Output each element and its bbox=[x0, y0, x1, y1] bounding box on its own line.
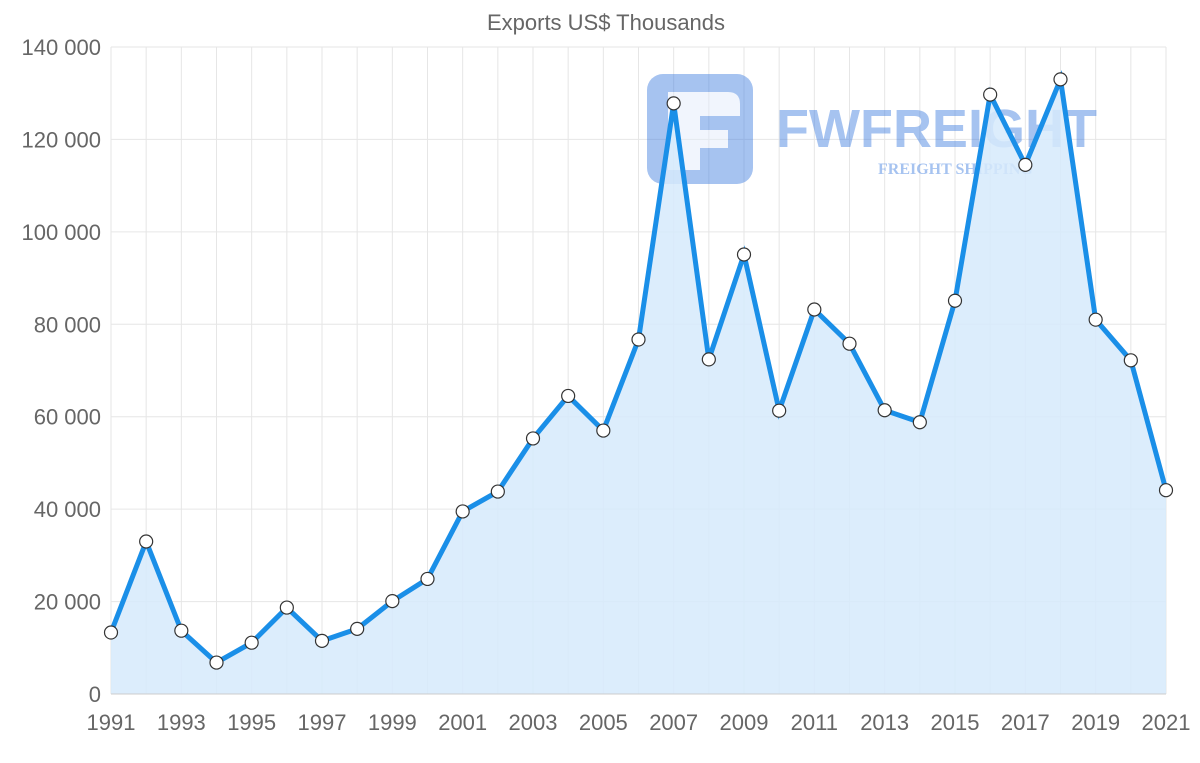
data-point[interactable] bbox=[174, 623, 189, 638]
data-point[interactable] bbox=[877, 403, 892, 418]
data-point[interactable] bbox=[1088, 312, 1103, 327]
x-tick-label: 1997 bbox=[298, 710, 347, 735]
data-point[interactable] bbox=[455, 504, 470, 519]
y-tick-label: 80 000 bbox=[34, 312, 101, 337]
data-point[interactable] bbox=[772, 403, 787, 418]
data-point[interactable] bbox=[279, 600, 294, 615]
x-tick-label: 1995 bbox=[227, 710, 276, 735]
x-tick-label: 2021 bbox=[1142, 710, 1191, 735]
data-point[interactable] bbox=[350, 621, 365, 636]
axis-layer: 0 20 000 40 000 60 000 80 000 100 000 120 000 1… bbox=[21, 35, 1190, 735]
data-point[interactable] bbox=[947, 293, 963, 308]
data-point[interactable] bbox=[1053, 72, 1068, 87]
x-tick-label: 2007 bbox=[649, 710, 698, 735]
data-point[interactable] bbox=[596, 423, 611, 438]
x-tick-label: 1993 bbox=[157, 710, 206, 735]
x-tick-label: 2005 bbox=[579, 710, 628, 735]
data-point[interactable] bbox=[244, 635, 259, 650]
x-tick-label: 2009 bbox=[720, 710, 769, 735]
y-tick-label: 100 000 bbox=[21, 220, 101, 245]
data-point[interactable] bbox=[314, 633, 330, 648]
data-point[interactable] bbox=[385, 594, 400, 609]
x-tick-label: 2003 bbox=[509, 710, 558, 735]
y-tick-label: 0 bbox=[89, 682, 101, 707]
data-point[interactable] bbox=[912, 415, 927, 430]
data-point[interactable] bbox=[701, 352, 716, 367]
y-tick-label: 140 000 bbox=[21, 35, 101, 60]
y-tick-label: 20 000 bbox=[34, 590, 101, 615]
x-tick-label: 2015 bbox=[931, 710, 980, 735]
data-point[interactable] bbox=[666, 96, 681, 111]
y-tick-label: 120 000 bbox=[21, 127, 101, 152]
point-layer bbox=[103, 72, 1174, 670]
x-tick-label: 2013 bbox=[860, 710, 909, 735]
x-tick-label: 2011 bbox=[791, 710, 838, 735]
x-tick-label: 1991 bbox=[87, 710, 136, 735]
data-point[interactable] bbox=[736, 247, 752, 262]
x-tick-label: 2019 bbox=[1071, 710, 1120, 735]
data-point[interactable] bbox=[842, 336, 857, 351]
data-point[interactable] bbox=[1018, 157, 1033, 172]
data-point[interactable] bbox=[139, 534, 154, 549]
data-point[interactable] bbox=[103, 625, 119, 640]
x-tick-label: 2001 bbox=[438, 710, 487, 735]
chart-title: Exports US$ Thousands bbox=[487, 10, 725, 35]
data-point[interactable] bbox=[561, 388, 576, 404]
y-tick-label: 60 000 bbox=[34, 405, 101, 430]
data-point[interactable] bbox=[1158, 483, 1174, 498]
series-area-fill bbox=[111, 79, 1166, 695]
data-point[interactable] bbox=[983, 87, 998, 102]
y-tick-label: 40 000 bbox=[34, 497, 101, 522]
x-tick-label: 2017 bbox=[1001, 710, 1050, 735]
data-point[interactable] bbox=[1123, 353, 1138, 368]
data-point[interactable] bbox=[490, 484, 505, 499]
x-tick-label: 1999 bbox=[368, 710, 417, 735]
data-point[interactable] bbox=[807, 302, 822, 317]
data-point[interactable] bbox=[631, 332, 646, 347]
data-point[interactable] bbox=[525, 431, 541, 446]
data-point[interactable] bbox=[420, 571, 435, 587]
data-point[interactable] bbox=[209, 655, 224, 670]
